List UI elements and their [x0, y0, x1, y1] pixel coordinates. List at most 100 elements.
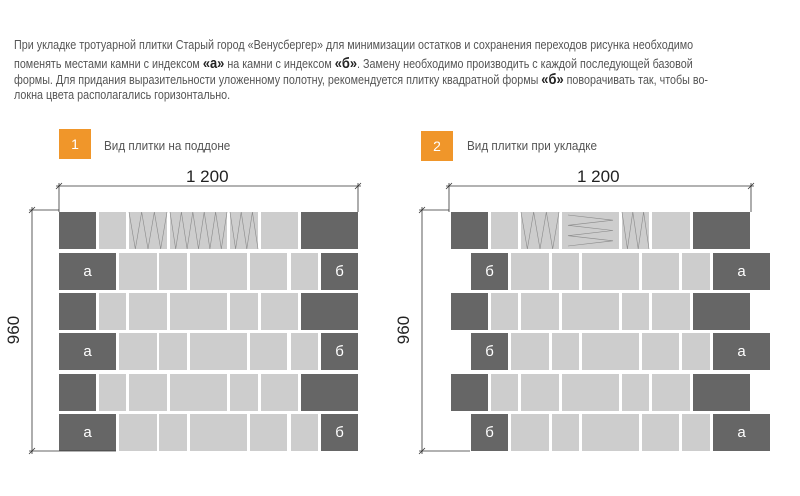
light-paving-stone: [261, 293, 298, 330]
light-paving-stone: [159, 414, 187, 451]
panel-2-width-label: 1 200: [577, 167, 620, 186]
light-paving-stone: [562, 374, 619, 411]
indexed-stone-б: б: [321, 414, 358, 451]
packaging-pattern: [169, 211, 228, 250]
light-paving-stone: [261, 212, 298, 249]
light-paving-stone: [682, 414, 710, 451]
index-label: «а»: [202, 54, 225, 72]
dark-paving-stone: [451, 374, 488, 411]
light-paving-stone: [250, 333, 287, 370]
light-paving-stone: [159, 333, 187, 370]
light-paving-stone: [642, 414, 679, 451]
indexed-stone-б: б: [321, 333, 358, 370]
light-paving-stone: [562, 293, 619, 330]
light-paving-stone: [642, 253, 679, 290]
light-paving-stone: [682, 333, 710, 370]
index-label: «б»: [541, 71, 564, 88]
packaging-pattern: [567, 214, 614, 247]
light-paving-stone: [552, 414, 579, 451]
light-paving-stone: [261, 374, 298, 411]
light-paving-stone: [170, 374, 227, 411]
step-badge-2: 2: [421, 131, 453, 161]
light-paving-stone: [562, 212, 619, 249]
light-paving-stone: [119, 414, 157, 451]
paragraph-line: формы. Для придания выразительности улож…: [14, 71, 708, 88]
light-paving-stone: [190, 414, 247, 451]
indexed-stone-б: б: [471, 414, 508, 451]
indexed-stone-б: б: [471, 333, 508, 370]
light-paving-stone: [99, 374, 126, 411]
text-span: При укладке тротуарной плитки Старый гор…: [14, 38, 694, 52]
packaging-pattern: [128, 211, 168, 250]
panel-2-caption: Вид плитки при укладке: [467, 138, 598, 153]
paragraph-line: При укладке тротуарной плитки Старый гор…: [14, 38, 693, 52]
light-paving-stone: [521, 374, 559, 411]
light-paving-stone: [521, 212, 559, 249]
light-paving-stone: [521, 293, 559, 330]
dimension-line: [418, 447, 426, 455]
dimension-line: [28, 206, 36, 214]
dimension-line: [55, 182, 63, 190]
dark-paving-stone: [693, 212, 750, 249]
light-paving-stone: [129, 374, 167, 411]
indexed-stone-а: а: [713, 414, 770, 451]
light-paving-stone: [511, 333, 549, 370]
light-paving-stone: [511, 414, 549, 451]
packaging-pattern: [621, 211, 650, 250]
light-paving-stone: [99, 212, 126, 249]
light-paving-stone: [582, 414, 639, 451]
light-paving-stone: [582, 333, 639, 370]
light-paving-stone: [170, 212, 227, 249]
paragraph-line: поменять местами камни с индексом «а» на…: [14, 55, 693, 72]
light-paving-stone: [622, 293, 649, 330]
dimension-line: [418, 206, 426, 214]
light-paving-stone: [682, 253, 710, 290]
text-span: формы. Для придания выразительности улож…: [14, 73, 542, 87]
light-paving-stone: [129, 212, 167, 249]
dark-paving-stone: [59, 212, 96, 249]
light-paving-stone: [159, 253, 187, 290]
text-span: . Замену необходимо производить с каждой…: [357, 56, 693, 71]
light-paving-stone: [250, 253, 287, 290]
light-paving-stone: [652, 374, 690, 411]
light-paving-stone: [552, 333, 579, 370]
light-paving-stone: [170, 293, 227, 330]
light-paving-stone: [119, 253, 157, 290]
text-span: поменять местами камни с индексом: [14, 56, 203, 71]
dimension-line: [354, 182, 362, 190]
indexed-stone-б: б: [321, 253, 358, 290]
indexed-stone-а: а: [59, 414, 116, 451]
light-paving-stone: [230, 293, 258, 330]
light-paving-stone: [491, 374, 518, 411]
light-paving-stone: [291, 333, 318, 370]
dark-paving-stone: [301, 212, 358, 249]
light-paving-stone: [582, 253, 639, 290]
light-paving-stone: [291, 414, 318, 451]
dark-paving-stone: [451, 293, 488, 330]
indexed-stone-б: б: [471, 253, 508, 290]
paragraph-line: локна цвета располагались горизонтально.: [14, 88, 230, 102]
light-paving-stone: [119, 333, 157, 370]
dark-paving-stone: [301, 374, 358, 411]
dark-paving-stone: [59, 374, 96, 411]
light-paving-stone: [652, 293, 690, 330]
dimension-line: [747, 182, 755, 190]
indexed-stone-а: а: [59, 333, 116, 370]
light-paving-stone: [491, 212, 518, 249]
panel-1-width-label: 1 200: [186, 167, 229, 186]
light-paving-stone: [190, 333, 247, 370]
light-paving-stone: [642, 333, 679, 370]
dark-paving-stone: [451, 212, 488, 249]
light-paving-stone: [230, 374, 258, 411]
light-paving-stone: [99, 293, 126, 330]
packaging-pattern: [229, 211, 259, 250]
indexed-stone-а: а: [59, 253, 116, 290]
indexed-stone-а: а: [713, 333, 770, 370]
light-paving-stone: [491, 293, 518, 330]
text-span: поворачивать так, чтобы во-: [563, 73, 709, 87]
dark-paving-stone: [301, 293, 358, 330]
index-label: «б»: [334, 54, 358, 72]
text-span: локна цвета располагались горизонтально.: [14, 87, 231, 102]
panel-1-caption: Вид плитки на поддоне: [104, 138, 231, 153]
